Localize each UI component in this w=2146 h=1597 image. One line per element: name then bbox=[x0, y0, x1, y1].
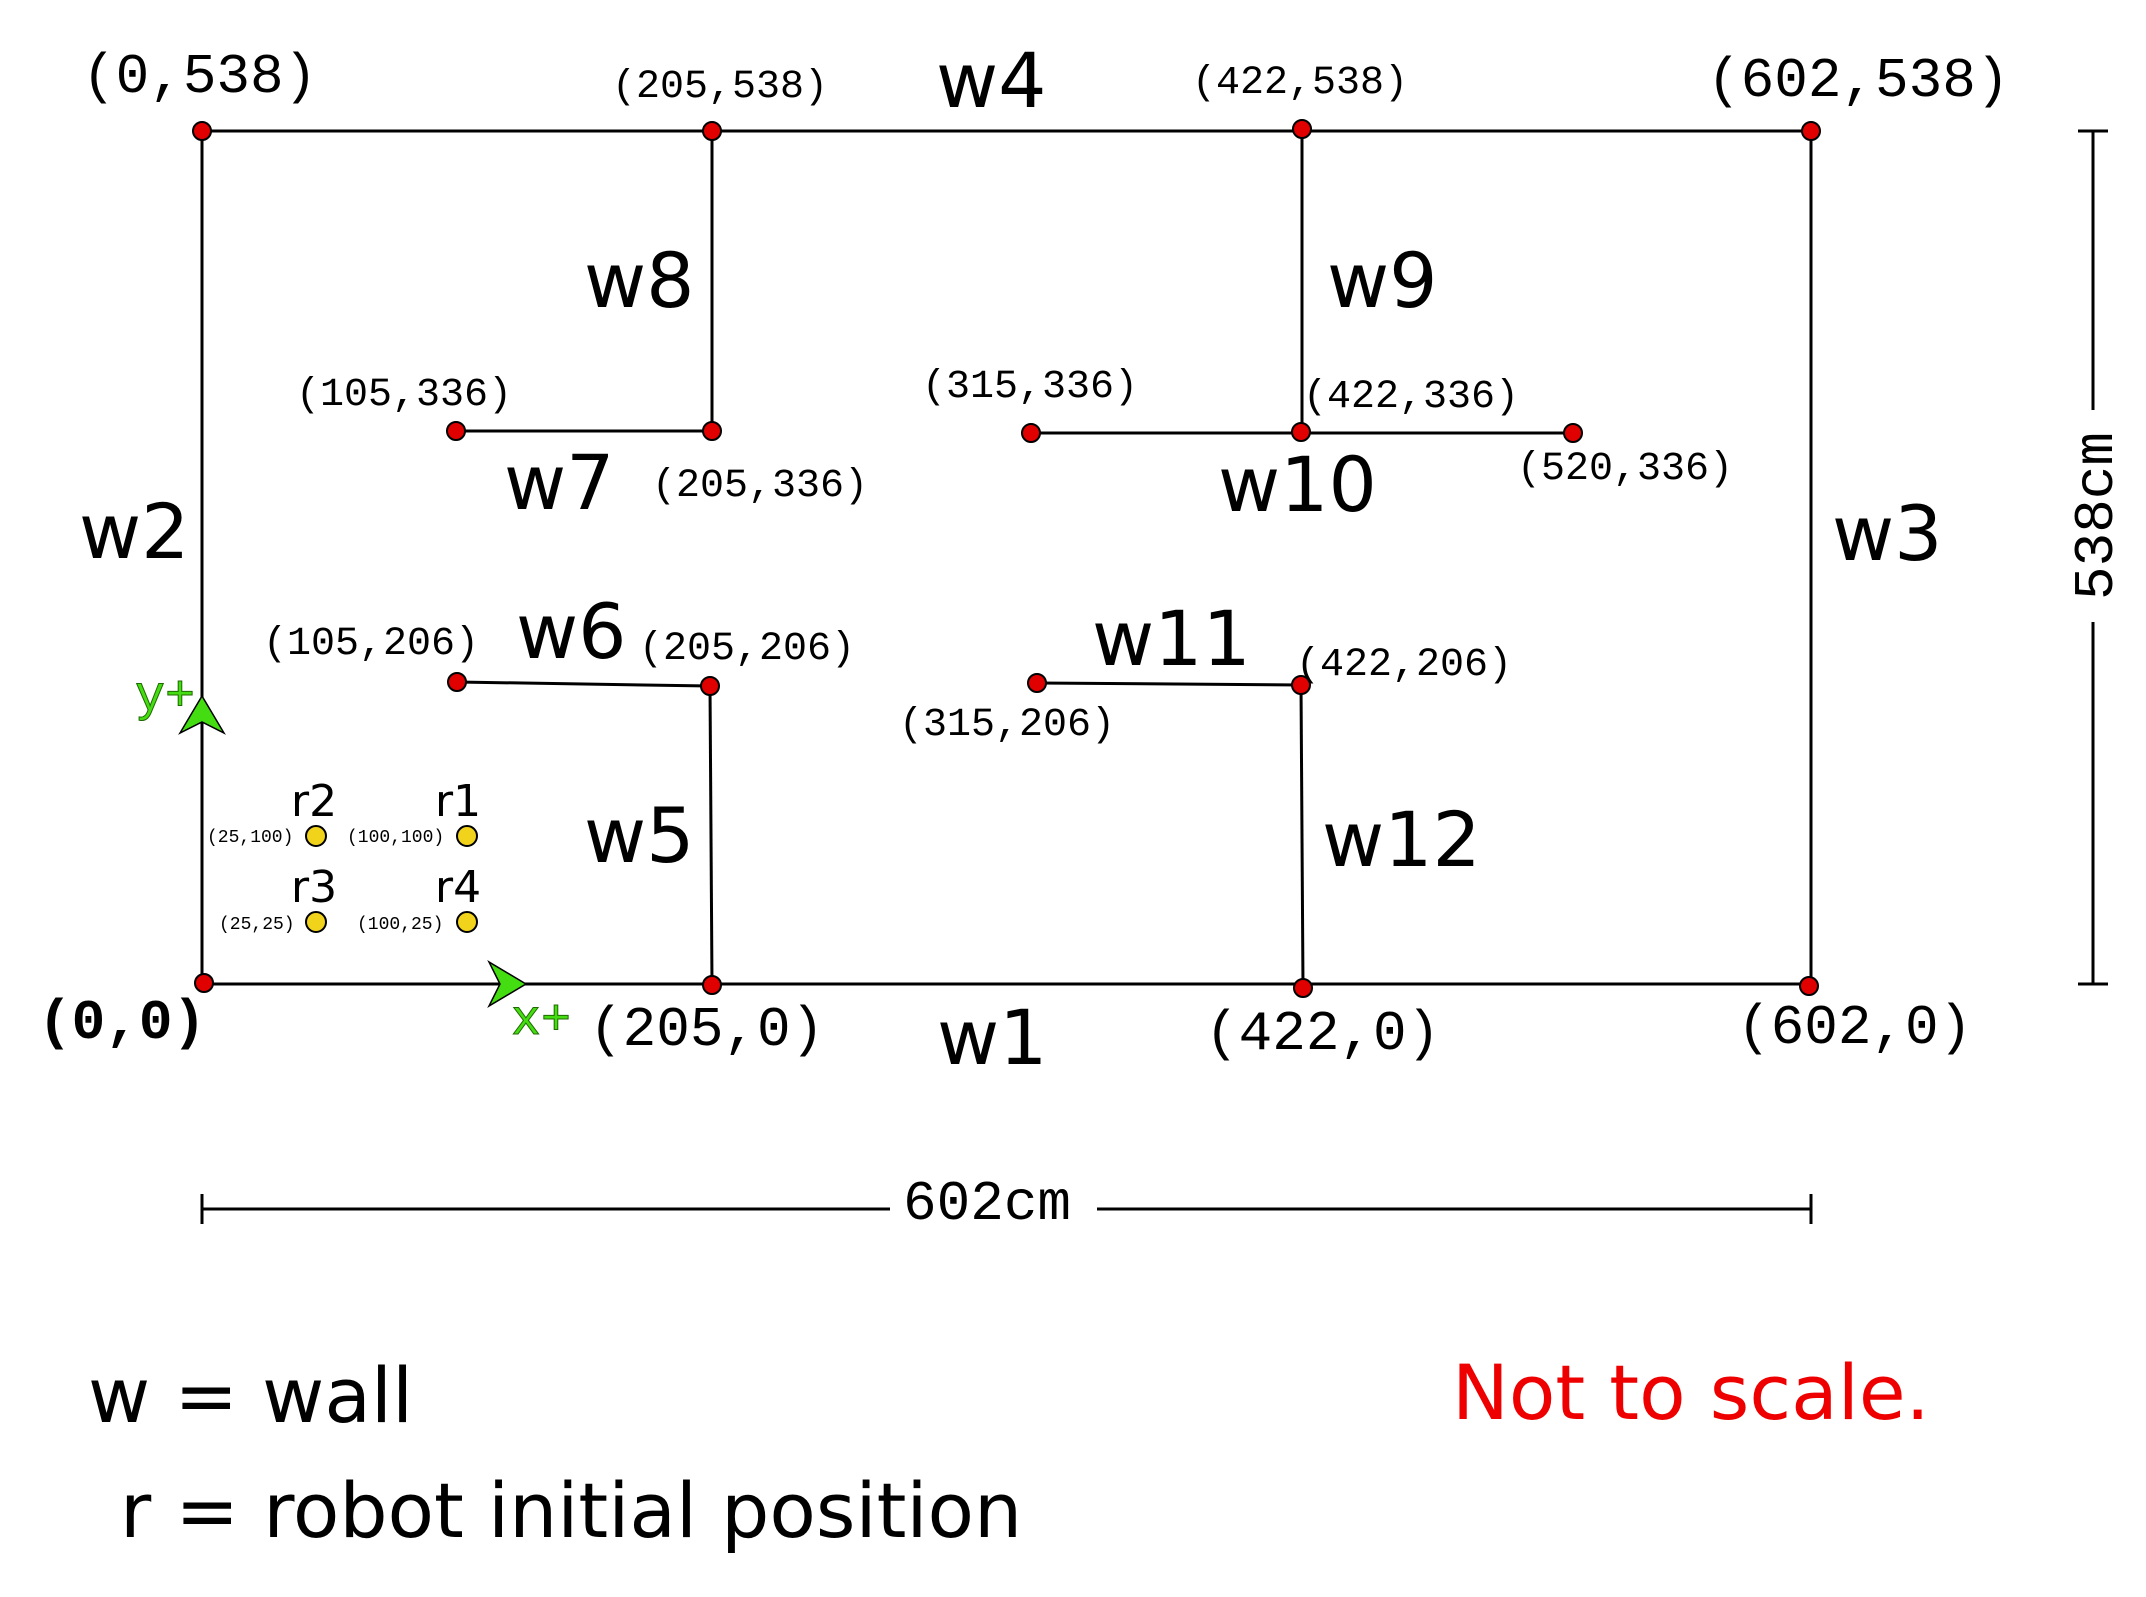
label-point-315-336: (315,336) bbox=[922, 365, 1138, 410]
label-point-315-206: (315,206) bbox=[899, 703, 1115, 748]
point-602-0 bbox=[1799, 976, 1819, 996]
point-422-206 bbox=[1291, 675, 1311, 695]
label-point-422-0: (422,0) bbox=[1205, 1002, 1440, 1066]
legend: w = wall r = robot initial position Not … bbox=[88, 1348, 1930, 1555]
label-point-422-206: (422,206) bbox=[1296, 643, 1512, 688]
robot-labels: r1 r2 r3 r4 (100,100) (25,100) (25,25) (… bbox=[207, 776, 481, 935]
robot-r4-marker bbox=[456, 911, 478, 933]
dimension-lines bbox=[200, 129, 2108, 1224]
walls bbox=[200, 129, 1813, 988]
y-axis-arrow-icon bbox=[178, 694, 226, 735]
width-dimension-label: 602cm bbox=[903, 1172, 1071, 1236]
label-robot-r4: r4 bbox=[435, 862, 481, 913]
x-axis-label: x+ bbox=[511, 993, 571, 1050]
axis-labels: y+ x+ bbox=[135, 669, 572, 1051]
coords-robot-r3: (25,25) bbox=[219, 915, 295, 935]
label-wall-w12: w12 bbox=[1322, 795, 1481, 884]
label-wall-w9: w9 bbox=[1327, 236, 1438, 325]
coords-robot-r2: (25,100) bbox=[207, 828, 293, 848]
label-wall-w3: w3 bbox=[1832, 489, 1943, 578]
point-422-0 bbox=[1293, 978, 1313, 998]
wall-w6 bbox=[456, 680, 711, 688]
wall-w11 bbox=[1036, 681, 1302, 687]
label-point-105-336: (105,336) bbox=[296, 373, 512, 418]
point-105-336 bbox=[446, 421, 466, 441]
point-602-538 bbox=[1801, 121, 1821, 141]
coords-robot-r4: (100,25) bbox=[357, 915, 443, 935]
coordinate-labels: (0,538) (205,538) (422,538) (602,538) (1… bbox=[38, 45, 2009, 1066]
label-point-205-0: (205,0) bbox=[589, 998, 824, 1062]
robot-r1-marker bbox=[456, 825, 478, 847]
label-robot-r3: r3 bbox=[291, 862, 337, 913]
label-point-602-0: (602,0) bbox=[1737, 996, 1972, 1060]
y-axis-label: y+ bbox=[135, 669, 195, 726]
wall-points bbox=[192, 119, 1821, 998]
label-wall-w6: w6 bbox=[516, 587, 627, 676]
label-point-105-206: (105,206) bbox=[263, 622, 479, 667]
legend-wall: w = wall bbox=[88, 1351, 413, 1440]
robot-r3-marker bbox=[305, 911, 327, 933]
label-wall-w7: w7 bbox=[504, 438, 615, 527]
label-point-422-336: (422,336) bbox=[1303, 375, 1519, 420]
label-wall-w10: w10 bbox=[1218, 440, 1377, 529]
point-315-336 bbox=[1021, 423, 1041, 443]
point-315-206 bbox=[1027, 673, 1047, 693]
label-wall-w11: w11 bbox=[1092, 594, 1251, 683]
point-205-206 bbox=[700, 676, 720, 696]
axis-arrows bbox=[178, 694, 528, 1008]
point-520-336 bbox=[1563, 423, 1583, 443]
note-not-to-scale: Not to scale. bbox=[1452, 1348, 1930, 1437]
coords-robot-r1: (100,100) bbox=[347, 828, 444, 848]
point-205-0 bbox=[702, 975, 722, 995]
robot-r2-marker bbox=[305, 825, 327, 847]
label-wall-w5: w5 bbox=[584, 791, 695, 880]
label-wall-w8: w8 bbox=[584, 236, 695, 325]
label-point-205-206: (205,206) bbox=[639, 627, 855, 672]
point-0-538 bbox=[192, 121, 212, 141]
point-205-336 bbox=[702, 421, 722, 441]
label-point-205-538: (205,538) bbox=[612, 65, 828, 110]
label-point-0-0: (0,0) bbox=[38, 991, 206, 1055]
x-axis-arrow-icon bbox=[487, 960, 528, 1008]
height-dimension-label: 538cm bbox=[2065, 432, 2129, 600]
point-0-0 bbox=[194, 973, 214, 993]
wall-w5 bbox=[708, 685, 714, 985]
wall-w12 bbox=[1299, 684, 1305, 988]
label-point-602-538: (602,538) bbox=[1707, 49, 2009, 113]
label-point-205-336: (205,336) bbox=[652, 464, 868, 509]
wall-labels: w1 w2 w3 w4 w5 w6 w7 w8 w9 w10 w11 w12 bbox=[79, 36, 1943, 1082]
point-105-206 bbox=[447, 672, 467, 692]
point-205-538 bbox=[702, 121, 722, 141]
point-422-336 bbox=[1291, 422, 1311, 442]
label-wall-w1: w1 bbox=[937, 993, 1048, 1082]
label-wall-w4: w4 bbox=[936, 36, 1047, 125]
legend-robot: r = robot initial position bbox=[120, 1466, 1022, 1555]
label-robot-r2: r2 bbox=[291, 776, 337, 827]
label-wall-w2: w2 bbox=[79, 487, 190, 576]
label-point-422-538: (422,538) bbox=[1192, 61, 1408, 106]
robot-positions bbox=[305, 825, 478, 933]
label-point-520-336: (520,336) bbox=[1517, 447, 1733, 492]
point-422-538 bbox=[1292, 119, 1312, 139]
label-robot-r1: r1 bbox=[435, 776, 481, 827]
label-point-0-538: (0,538) bbox=[82, 45, 317, 109]
